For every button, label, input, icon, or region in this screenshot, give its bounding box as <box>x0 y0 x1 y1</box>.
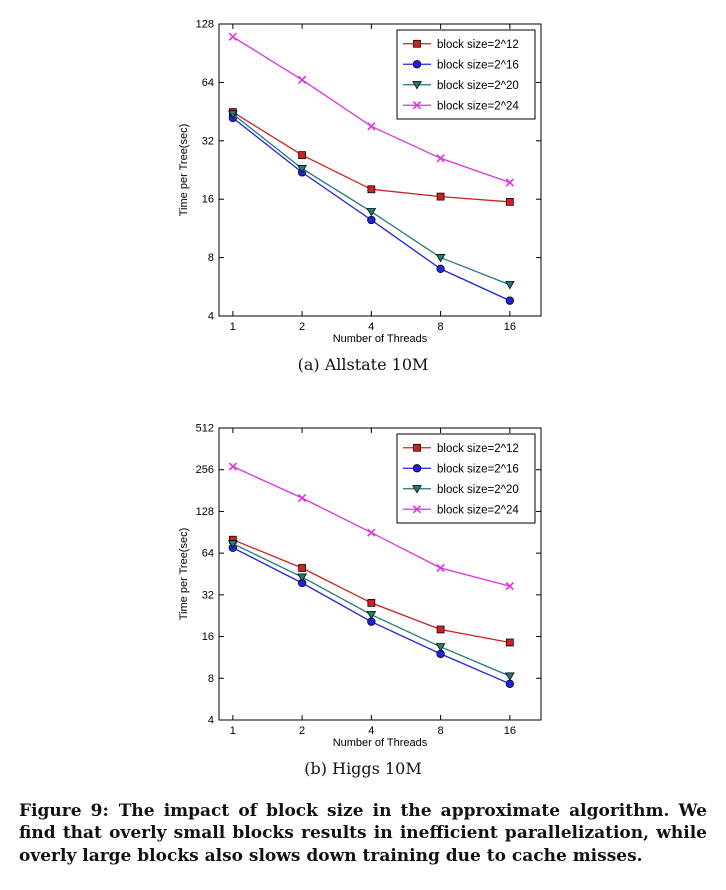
square-marker <box>367 185 376 194</box>
svg-text:block size=2^12: block size=2^12 <box>437 39 519 51</box>
x-marker <box>228 32 238 41</box>
square-marker <box>413 443 421 452</box>
svg-text:16: 16 <box>202 631 214 643</box>
svg-text:block size=2^24: block size=2^24 <box>437 504 519 516</box>
square-marker <box>505 197 514 206</box>
svg-text:1: 1 <box>230 725 236 737</box>
svg-text:Time per Tree(sec): Time per Tree(sec) <box>178 528 190 621</box>
svg-text:4: 4 <box>368 725 374 737</box>
svg-text:1: 1 <box>230 321 236 333</box>
triangle-down-marker <box>504 672 515 681</box>
svg-text:block size=2^24: block size=2^24 <box>437 100 519 112</box>
square-marker <box>436 625 445 634</box>
circle-marker <box>412 464 422 473</box>
square-marker <box>413 39 421 48</box>
svg-text:32: 32 <box>202 135 214 147</box>
triangle-down-marker <box>366 611 377 620</box>
svg-text:2: 2 <box>299 321 305 333</box>
svg-text:4: 4 <box>208 715 214 727</box>
chart-higgs-10m: 4 8 16 32 64 128 256 512 Time per Tree(sec) 1 2 4 8 1… <box>175 418 551 754</box>
triangle-down-marker <box>366 208 377 217</box>
y-axis: 4 8 16 32 64 128 256 512 Time per Tree(sec) <box>178 423 541 727</box>
svg-text:block size=2^20: block size=2^20 <box>437 484 519 496</box>
triangle-down-marker <box>435 254 446 263</box>
svg-text:8: 8 <box>438 321 444 333</box>
x-marker <box>297 493 307 503</box>
x-marker <box>297 75 307 84</box>
figure-caption-label: Figure 9: <box>19 801 109 821</box>
square-marker <box>436 192 445 201</box>
svg-text:16: 16 <box>504 321 516 333</box>
x-marker <box>505 178 515 187</box>
series <box>227 462 515 688</box>
triangle-down-marker <box>297 573 307 582</box>
x-marker <box>367 122 376 131</box>
chart-block-higgs: 4 8 16 32 64 128 256 512 Time per Tree(sec) 1 2 4 8 1… <box>175 418 551 778</box>
svg-text:4: 4 <box>208 311 214 323</box>
svg-text:128: 128 <box>196 506 214 518</box>
svg-text:128: 128 <box>196 19 214 31</box>
x-marker <box>436 154 445 163</box>
circle-marker <box>505 679 515 688</box>
x-marker <box>367 528 376 537</box>
legend: block size=2^12 block size=2^16 block size… <box>396 433 536 524</box>
series <box>227 32 515 305</box>
circle-marker <box>412 60 422 69</box>
svg-text:16: 16 <box>504 725 516 737</box>
svg-text:256: 256 <box>196 464 214 476</box>
svg-text:8: 8 <box>438 725 444 737</box>
svg-text:16: 16 <box>202 194 214 206</box>
legend: block size=2^12 block size=2^16 block size… <box>396 29 536 120</box>
x-marker <box>228 462 238 471</box>
svg-text:2: 2 <box>299 725 305 737</box>
x-marker <box>505 581 515 591</box>
svg-text:block size=2^12: block size=2^12 <box>437 443 519 455</box>
x-marker <box>436 563 445 573</box>
x-marker <box>412 101 422 110</box>
triangle-down-marker <box>504 281 515 290</box>
x-axis: 1 2 4 8 16 Number of Threads <box>230 24 516 345</box>
x-marker <box>412 505 422 514</box>
svg-text:Number of Threads: Number of Threads <box>333 737 428 749</box>
svg-text:4: 4 <box>368 321 374 333</box>
svg-text:block size=2^20: block size=2^20 <box>437 80 519 92</box>
triangle-down-marker <box>297 165 307 174</box>
svg-text:512: 512 <box>196 423 214 435</box>
subcaption-a: (a) Allstate 10M <box>297 355 429 374</box>
square-marker <box>367 599 376 607</box>
legend-box <box>396 433 536 524</box>
triangle-down-marker <box>227 110 238 119</box>
figure-caption: Figure 9: The impact of block size in the… <box>0 800 726 867</box>
chart-svg: 4 8 16 32 64 128 Time per Tree(sec) 1 2 4 8 16 Numbe… <box>178 19 542 345</box>
square-marker <box>298 564 306 572</box>
x-axis: 1 2 4 8 16 Number of Threads <box>230 428 516 749</box>
svg-text:8: 8 <box>208 252 214 264</box>
chart-allstate-10m: 4 8 16 32 64 128 Time per Tree(sec) 1 2 4 8 16 Numbe… <box>175 14 551 350</box>
svg-text:Number of Threads: Number of Threads <box>333 333 428 345</box>
triangle-down-marker <box>412 81 422 90</box>
figure-caption-text: The impact of block size in the approxim… <box>19 801 707 866</box>
triangle-down-marker <box>227 540 238 549</box>
svg-text:8: 8 <box>208 673 214 685</box>
y-axis: 4 8 16 32 64 128 Time per Tree(sec) <box>178 19 541 323</box>
svg-text:block size=2^16: block size=2^16 <box>437 59 519 71</box>
circle-marker <box>436 264 445 274</box>
svg-text:32: 32 <box>202 589 214 601</box>
circle-marker <box>505 296 515 305</box>
triangle-down-marker <box>412 485 422 494</box>
svg-text:Time per Tree(sec): Time per Tree(sec) <box>178 124 190 217</box>
circle-marker <box>367 215 376 225</box>
svg-text:64: 64 <box>202 77 214 89</box>
square-marker <box>505 638 514 647</box>
square-marker <box>298 151 306 159</box>
chart-block-allstate: 4 8 16 32 64 128 Time per Tree(sec) 1 2 4 8 16 Numbe… <box>175 0 551 374</box>
svg-text:block size=2^16: block size=2^16 <box>437 463 519 475</box>
subcaption-b: (b) Higgs 10M <box>304 759 422 778</box>
triangle-down-marker <box>435 643 446 652</box>
svg-text:64: 64 <box>202 548 214 560</box>
